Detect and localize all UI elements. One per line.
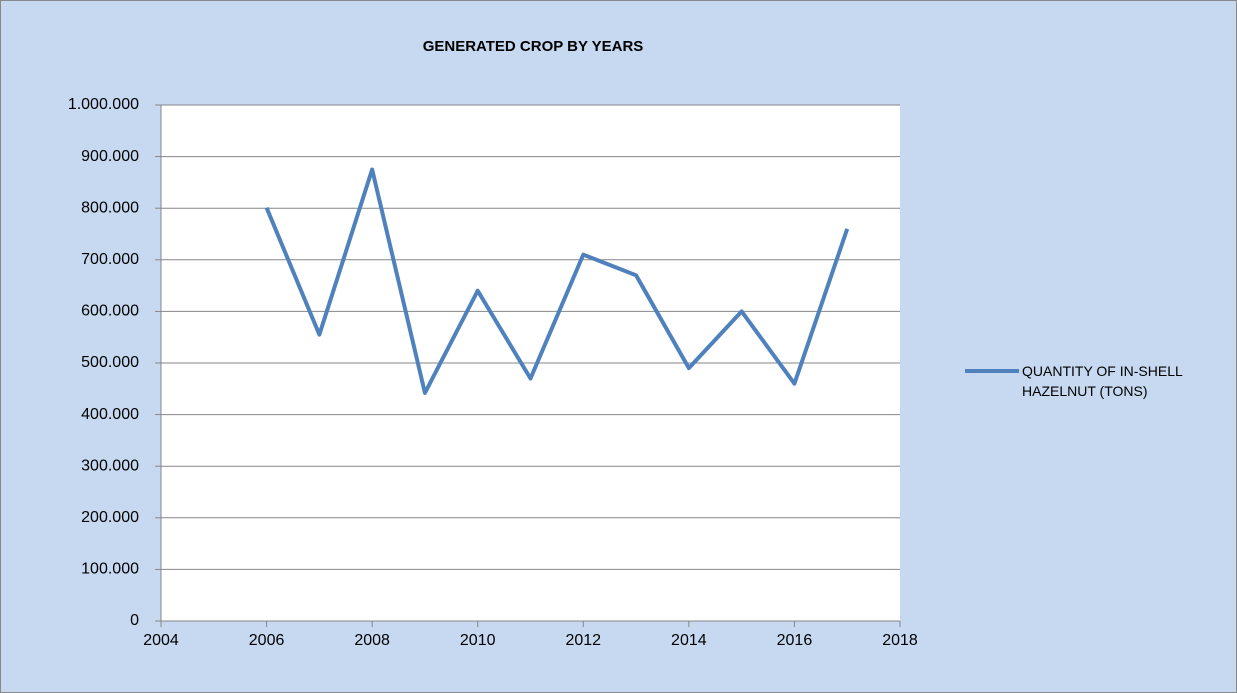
x-tick-label: 2010 — [460, 632, 496, 649]
data-line — [264, 167, 850, 395]
y-tick-label: 200.000 — [81, 509, 139, 526]
chart-title: GENERATED CROP BY YEARS — [423, 38, 644, 55]
y-tick-label: 1.000.000 — [68, 96, 139, 113]
y-tick-label: 800.000 — [81, 199, 139, 216]
x-tick-label: 2006 — [249, 632, 285, 649]
y-tick-label: 0 — [130, 612, 139, 629]
x-tick-label: 2008 — [354, 632, 390, 649]
x-tick-label: 2018 — [882, 632, 918, 649]
x-tick-label: 2016 — [777, 632, 813, 649]
y-tick-label: 100.000 — [81, 561, 139, 578]
legend-label: QUANTITY OF IN-SHELL HAZELNUT (TONS) — [1022, 363, 1183, 399]
x-tick-label: 2012 — [565, 632, 601, 649]
y-tick-label: 700.000 — [81, 251, 139, 268]
x-tick-label: 2014 — [671, 632, 707, 649]
y-tick-label: 500.000 — [81, 354, 139, 371]
y-tick-label: 600.000 — [81, 303, 139, 320]
y-tick-label: 400.000 — [81, 406, 139, 423]
y-tick-label: 300.000 — [81, 457, 139, 474]
x-tick-label: 2004 — [143, 632, 179, 649]
y-tick-label: 900.000 — [81, 148, 139, 165]
